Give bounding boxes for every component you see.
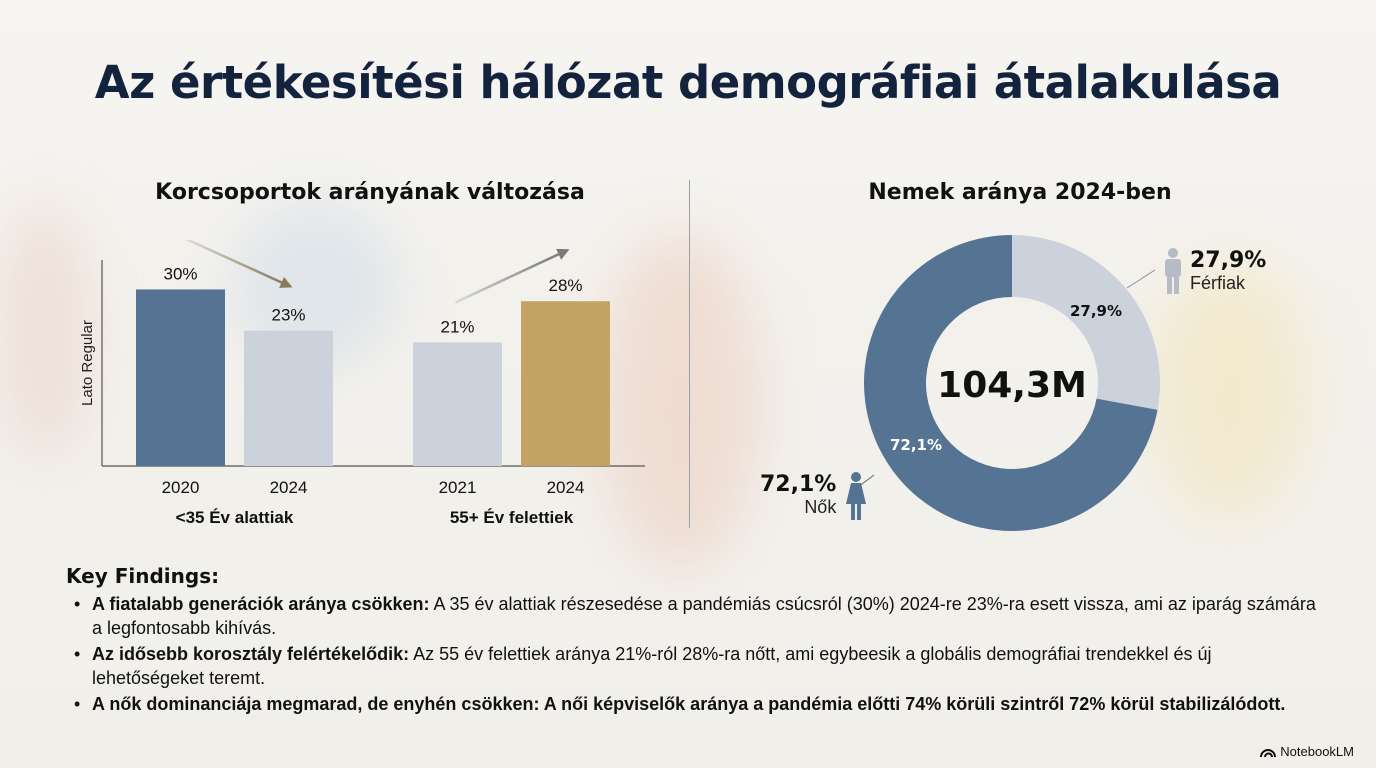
bullet: •: [74, 694, 81, 714]
page-title: Az értékesítési hálózat demográfiai átal…: [94, 56, 1282, 109]
finding-item: • A fiatalabb generációk aránya csökken:…: [66, 592, 1326, 640]
male-person-icon: [1165, 248, 1181, 294]
bar-chart: Lato Regular 30% 2020 23% 2024 <35 Év alattia…: [79, 240, 645, 527]
leader-line: [1126, 269, 1156, 289]
x-tick-label: 2024: [547, 478, 585, 497]
x-tick-label: 2021: [439, 478, 477, 497]
bar-data-label: 28%: [548, 276, 582, 295]
x-tick-label: 2024: [270, 478, 308, 497]
bar-data-label: 21%: [440, 317, 474, 336]
background-decoration: [0, 200, 90, 460]
group-label: 55+ Év felettiek: [450, 508, 574, 527]
arrowhead-icon: [279, 277, 293, 288]
finding-item: • A nők dominanciája megmarad, de enyhén…: [66, 692, 1326, 716]
men-legend-label: Férfiak: [1190, 273, 1246, 293]
men-legend-value: 27,9%: [1190, 248, 1267, 273]
donut-center-total: 104,3M: [937, 365, 1087, 406]
donut-slice: [1012, 235, 1160, 410]
women-legend-label: Nők: [804, 497, 837, 517]
slice-data-label: 27,9%: [1070, 302, 1122, 320]
finding-text: A 35 év alattiak részesedése a pandémiás…: [92, 594, 1316, 638]
key-findings-title: Key Findings:: [66, 564, 220, 588]
donut-chart: 27,9% 72,1% 104,3M: [850, 235, 1160, 531]
finding-heading: A nők dominanciája megmarad, de enyhén c…: [92, 694, 1286, 714]
arrowhead-icon: [556, 248, 570, 260]
bar: [413, 342, 502, 466]
slice-data-label: 72,1%: [890, 436, 942, 454]
finding-heading: Az idősebb korosztály felértékelődik:: [92, 644, 410, 664]
brand-watermark: NotebookLM: [1260, 744, 1354, 759]
key-findings: Key Findings: • A fiatalabb generációk a…: [66, 564, 1326, 718]
women-legend-value: 72,1%: [760, 472, 837, 497]
x-tick-label: 2020: [162, 478, 200, 497]
section-divider: [689, 180, 690, 528]
finding-text: Az 55 év felettiek aránya 21%-ról 28%-ra…: [92, 644, 1212, 688]
background-decoration: [600, 230, 760, 570]
bar-data-label: 23%: [271, 306, 305, 325]
bar-chart-title: Korcsoportok arányának változása: [155, 180, 585, 205]
group-label: <35 Év alattiak: [176, 508, 294, 527]
bar: [136, 289, 225, 466]
female-person-icon: [846, 472, 867, 520]
bar: [521, 301, 610, 466]
finding-item: • Az idősebb korosztály felértékelődik: …: [66, 642, 1326, 690]
legend-men: 27,9% Férfiak: [1162, 248, 1266, 296]
donut-slice: [864, 235, 1158, 531]
brand-name: NotebookLM: [1280, 744, 1354, 759]
finding-heading: A fiatalabb generációk aránya csökken:: [92, 594, 430, 614]
trend-up-arrow: [454, 253, 560, 304]
donut-chart-title: Nemek aránya 2024-ben: [868, 180, 1172, 205]
trend-down-arrow: [185, 240, 283, 284]
bar-data-label: 30%: [163, 264, 197, 283]
y-axis-label: Lato Regular: [79, 320, 96, 406]
bar: [244, 330, 333, 466]
bullet: •: [74, 644, 81, 664]
notebooklm-logo-icon: [1260, 748, 1277, 757]
legend-women: 72,1% Nők: [760, 472, 868, 522]
bullet: •: [74, 594, 81, 614]
background-decoration: [1150, 260, 1310, 520]
